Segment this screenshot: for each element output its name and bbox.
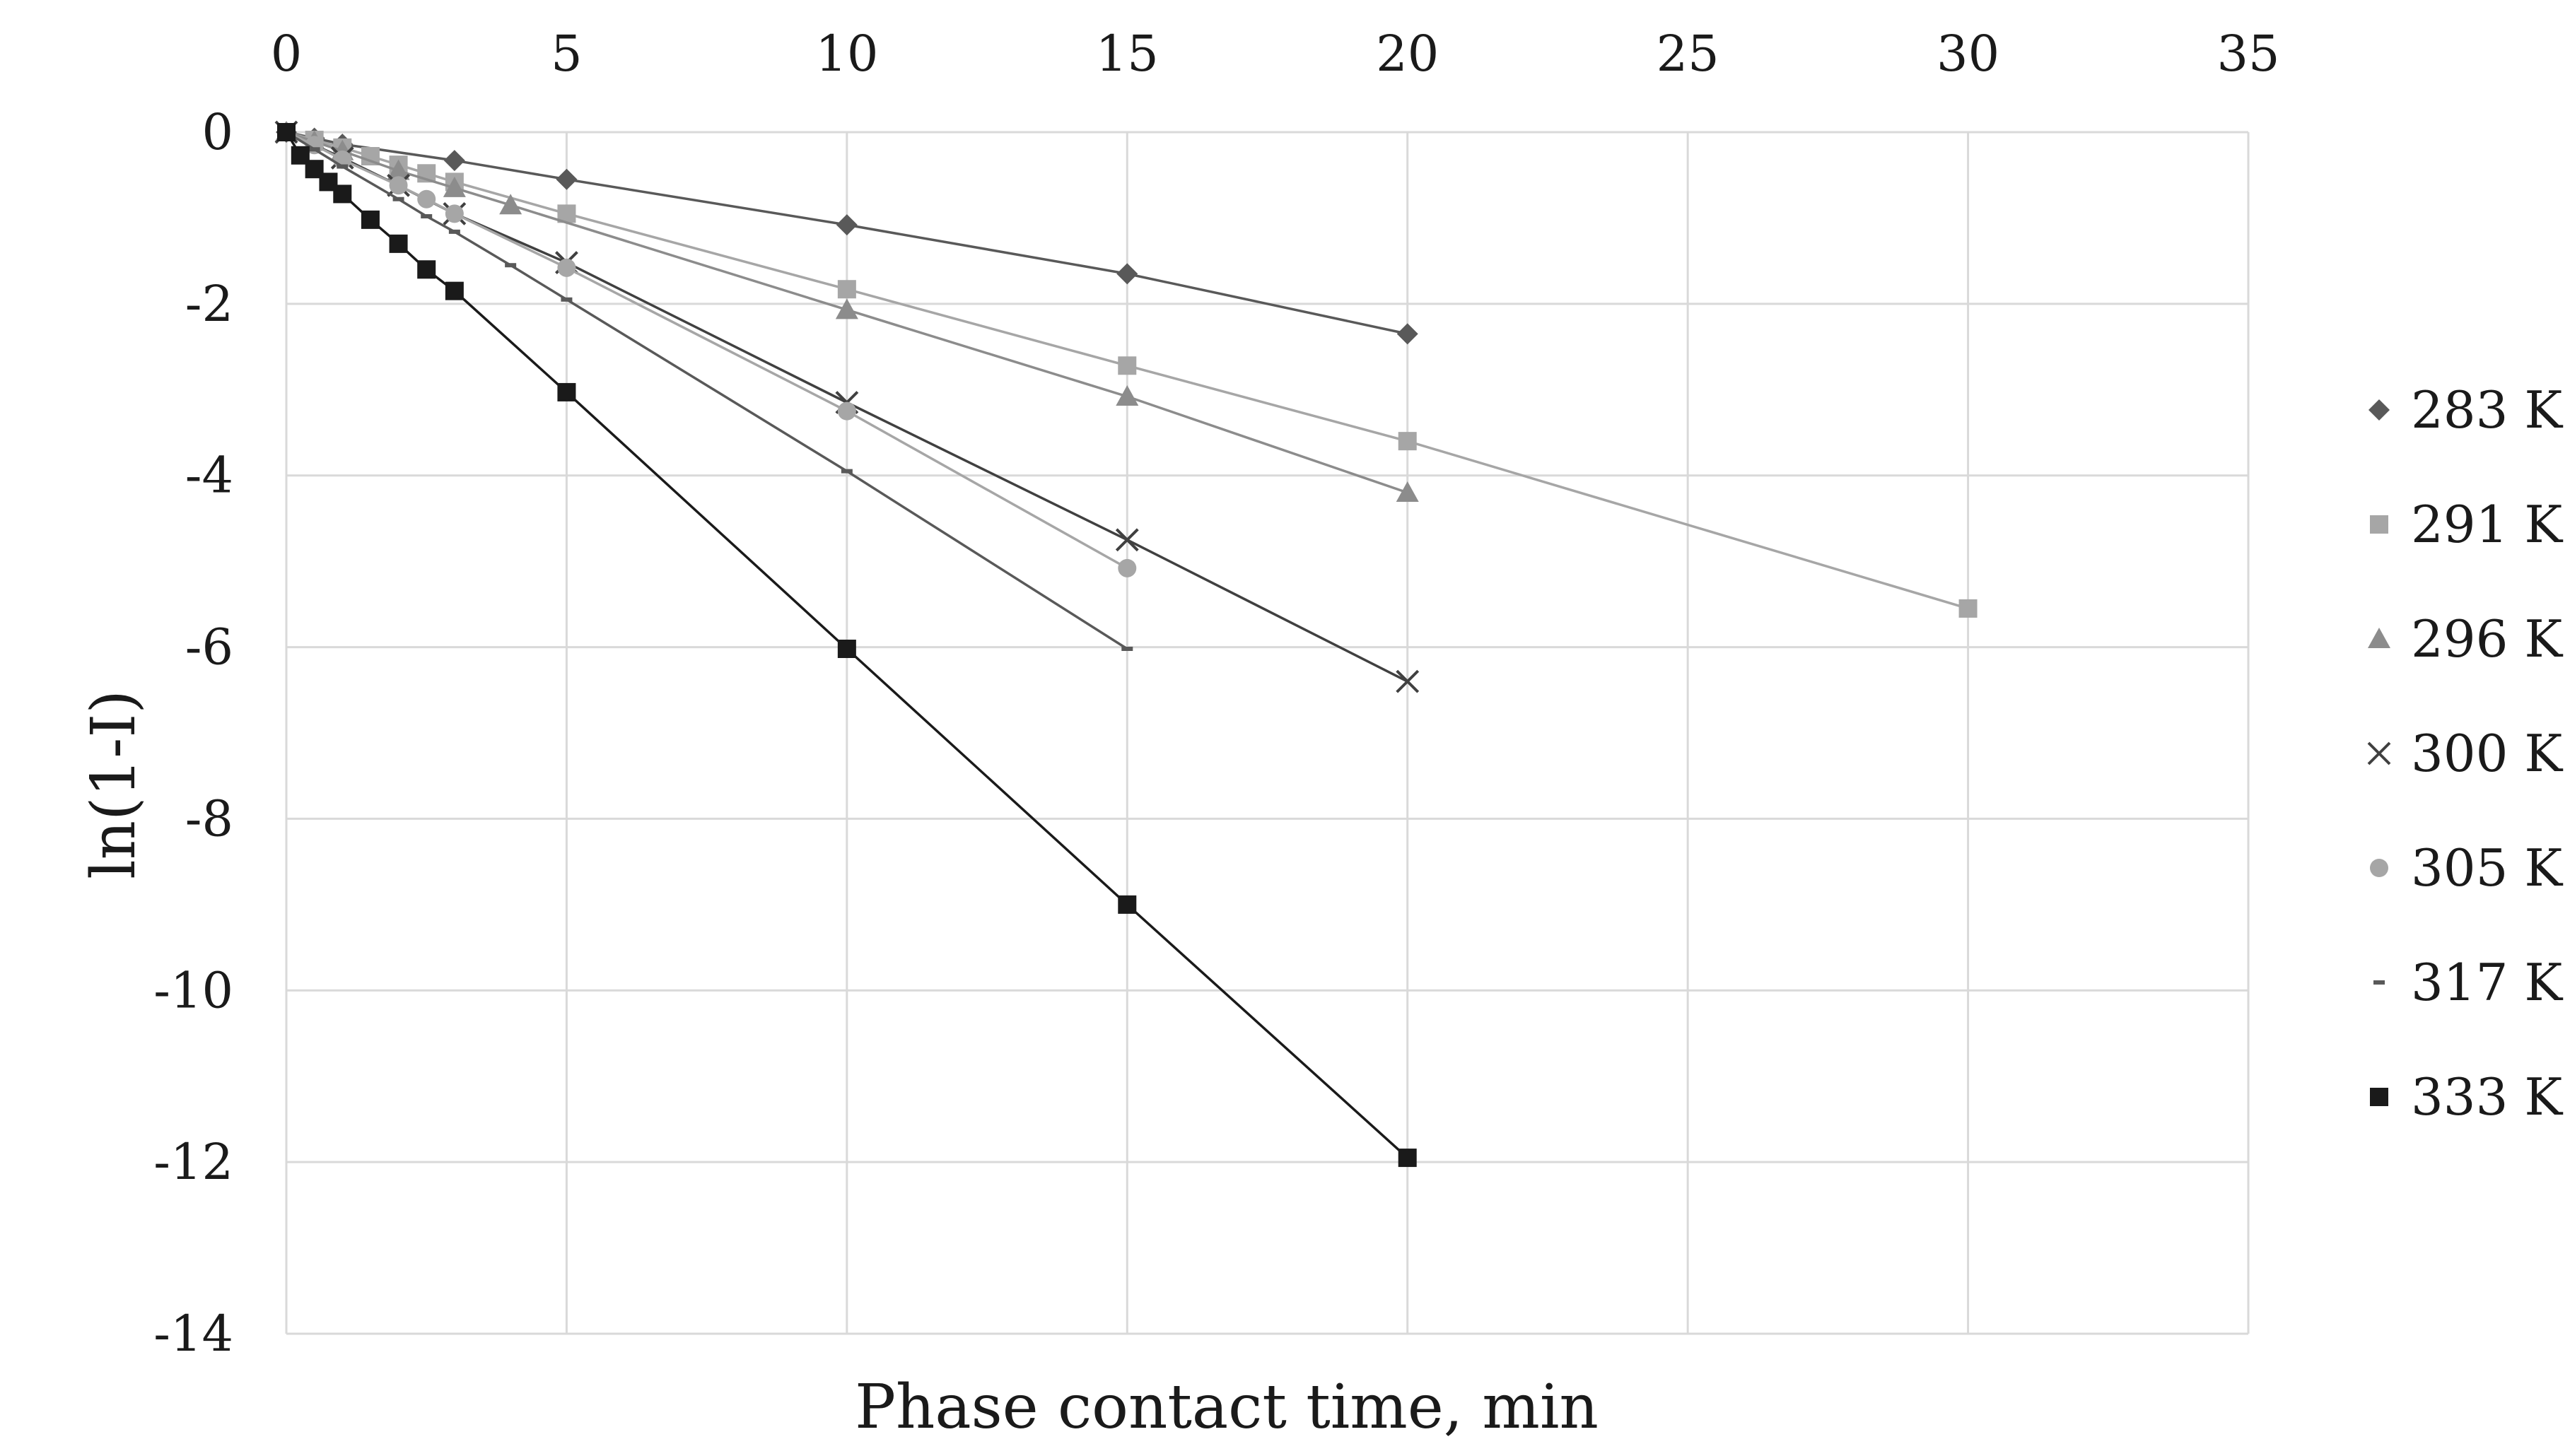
legend-marker: [2368, 628, 2390, 648]
data-point: [443, 150, 465, 172]
data-point: [443, 176, 466, 197]
legend-label: 283 K: [2411, 380, 2563, 440]
legend-item: 296 K: [2368, 609, 2563, 669]
data-point: [277, 123, 296, 141]
data-point: [561, 297, 573, 302]
legend-marker: [2367, 741, 2391, 765]
series-333-k: [277, 123, 1417, 1168]
data-point: [837, 640, 856, 658]
y-tick-label: -14: [153, 1305, 233, 1363]
data-point: [841, 469, 853, 474]
legend-marker: [2373, 980, 2385, 985]
legend-item: 333 K: [2370, 1067, 2563, 1127]
legend-item: 317 K: [2373, 953, 2563, 1012]
data-point: [505, 263, 517, 268]
x-tick-label: 15: [1096, 25, 1159, 83]
data-point: [392, 196, 404, 201]
x-tick-label: 25: [1657, 25, 1719, 83]
legend-label: 291 K: [2411, 495, 2563, 554]
legend-marker: [2370, 859, 2388, 877]
data-point: [1396, 323, 1418, 345]
data-point: [1121, 647, 1133, 651]
y-tick-label: -6: [185, 618, 233, 676]
legend-label: 296 K: [2411, 609, 2563, 669]
data-point: [556, 168, 578, 190]
legend-item: 300 K: [2367, 724, 2563, 783]
series-line: [286, 131, 1408, 683]
legend-marker: [2370, 1088, 2388, 1106]
data-point: [835, 298, 858, 319]
x-tick-label: 30: [1937, 25, 1999, 83]
x-tick-label: 20: [1376, 25, 1439, 83]
series-line: [286, 131, 1128, 570]
legend: 283 K 291 K 296 K 300 K 305 K 317 K 333 K: [2367, 380, 2563, 1127]
y-axis-title: ln(1-I): [78, 690, 149, 879]
data-point: [1118, 895, 1137, 914]
data-point: [1115, 528, 1139, 552]
x-tick-label: 5: [551, 25, 583, 83]
data-point: [1958, 599, 1978, 618]
data-point: [836, 214, 858, 236]
legend-item: 291 K: [2370, 495, 2563, 554]
data-point: [417, 260, 436, 279]
data-point: [445, 204, 464, 223]
data-point: [361, 210, 380, 229]
legend-marker: [2369, 399, 2390, 421]
y-tick-label: -10: [153, 961, 233, 1019]
data-point: [445, 281, 464, 300]
x-tick-label: 0: [271, 25, 303, 83]
data-point: [387, 159, 410, 180]
legend-item: 283 K: [2369, 380, 2563, 440]
legend-marker: [2370, 515, 2388, 534]
y-tick-label: -12: [153, 1133, 233, 1191]
data-point: [1116, 385, 1139, 406]
x-tick-label: 10: [815, 25, 878, 83]
data-point: [421, 214, 433, 218]
data-point: [1398, 1149, 1417, 1168]
series: [274, 120, 1978, 1168]
legend-label: 317 K: [2411, 953, 2563, 1012]
x-tick-label: 35: [2216, 25, 2279, 83]
data-point: [308, 147, 320, 152]
x-tick-labels: 0 5 10 15 20 25 30 35: [271, 25, 2280, 83]
data-point: [499, 194, 522, 215]
data-point: [417, 189, 436, 209]
legend-label: 333 K: [2411, 1067, 2563, 1127]
data-point: [337, 164, 349, 169]
data-point: [837, 401, 856, 421]
grid: [285, 131, 2250, 1335]
legend-label: 305 K: [2411, 838, 2563, 898]
data-point: [1396, 669, 1420, 693]
data-point: [1116, 263, 1138, 285]
data-point: [557, 258, 576, 277]
data-point: [1398, 432, 1417, 451]
y-tick-label: -8: [185, 789, 233, 847]
x-axis-title: Phase contact time, min: [855, 1372, 1599, 1443]
data-point: [1396, 481, 1419, 502]
series-line: [286, 131, 1128, 650]
y-tick-labels: 0 -2 -4 -6 -8 -10 -12 -14: [153, 103, 233, 1363]
y-tick-label: -4: [185, 447, 233, 505]
data-point: [557, 382, 576, 401]
data-point: [389, 176, 408, 195]
y-tick-label: -2: [185, 275, 233, 333]
legend-item: 305 K: [2370, 838, 2563, 898]
data-point: [448, 229, 460, 234]
data-point: [1118, 356, 1137, 375]
data-point: [389, 234, 408, 253]
y-tick-label: 0: [201, 103, 233, 161]
series-317-k: [281, 130, 1133, 651]
data-point: [837, 280, 856, 299]
data-point: [1118, 558, 1137, 577]
data-point: [333, 184, 352, 204]
legend-label: 300 K: [2411, 724, 2563, 783]
